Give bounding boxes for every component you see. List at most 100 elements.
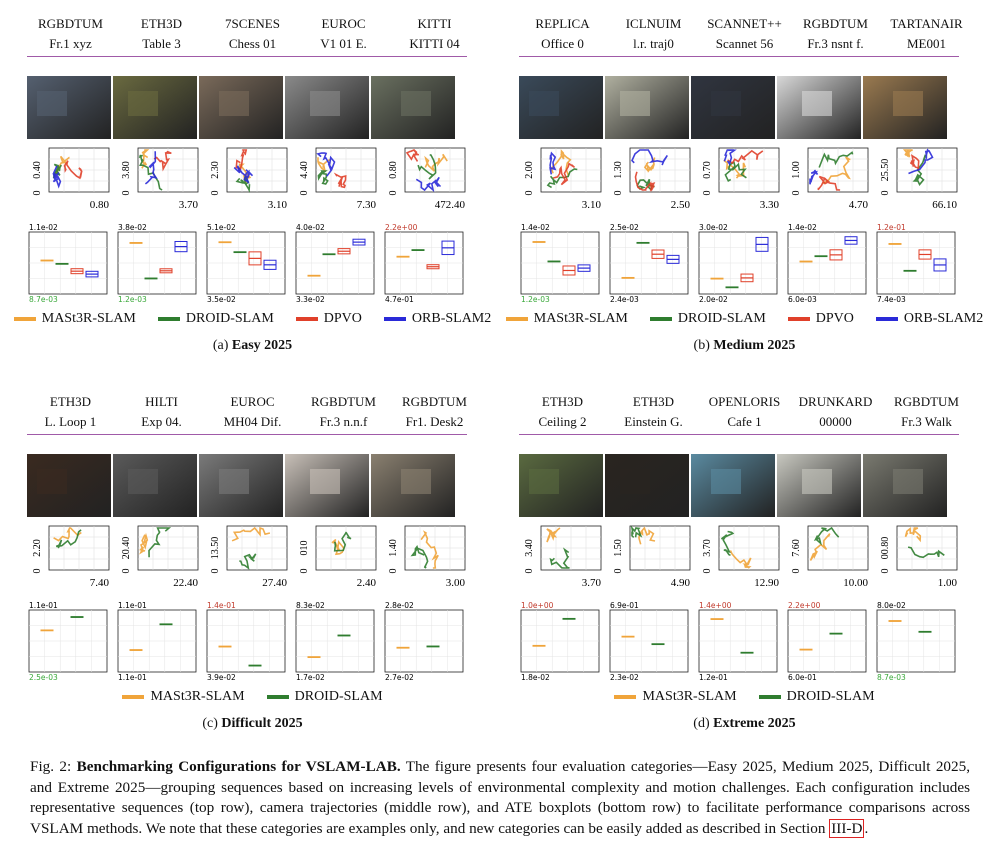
trajectory-line: [727, 149, 764, 165]
sequence-name: 00000: [819, 414, 852, 429]
y-axis-max-label: 00.80: [880, 537, 891, 560]
y-axis-max-label: 1.00: [791, 161, 802, 179]
subfigure-title: Extreme 2025: [713, 716, 796, 731]
trajectory-plot: 3.80 0 3.70: [121, 147, 199, 211]
x-axis-max-label: 10.00: [843, 577, 868, 589]
trajectory-plot: 1.50 0 4.90: [613, 525, 691, 589]
trajectory-line: [144, 151, 158, 185]
trajectory-line: [317, 157, 331, 173]
section-reference-link[interactable]: III-D: [829, 818, 865, 838]
sequence-thumbnail: [777, 76, 861, 139]
subfigure-prefix: (d): [693, 716, 710, 731]
trajectory-line: [729, 550, 752, 569]
boxplot-max-label: 1.1e-01: [29, 601, 58, 610]
boxplot-max-label: 2.2e+00: [788, 601, 821, 610]
trajectory-plot: 3.70 0 12.90: [702, 525, 780, 589]
sequence-thumbnails: [27, 454, 480, 517]
trajectory-plot: 1.40 0 3.00: [388, 525, 466, 589]
trajectory-line: [909, 154, 920, 171]
y-axis-max-label: 1.50: [613, 539, 624, 557]
legend-item: DPVO: [787, 311, 854, 327]
dataset-name: ICLNUIM: [625, 16, 682, 31]
sequence-name: Exp 04.: [141, 414, 182, 429]
sequence-name: Scannet 56: [715, 36, 774, 51]
y-axis-zero-label: 0: [299, 569, 310, 574]
sequence-thumbnail: [199, 76, 283, 139]
legend-item: DROID-SLAM: [649, 311, 766, 327]
trajectory-line: [553, 162, 576, 186]
y-axis-max-label: 2.20: [32, 539, 43, 557]
header-rule: [27, 56, 467, 57]
y-axis-zero-label: 0: [613, 191, 624, 196]
boxplot-max-label: 1.0e+00: [521, 601, 554, 610]
trajectory-line: [630, 525, 643, 538]
x-axis-max-label: 472.40: [435, 199, 466, 211]
sequence-thumbnail: [605, 454, 689, 517]
sequence-thumbnails: [519, 76, 972, 139]
legend-item: MASt3R-SLAM: [122, 689, 245, 705]
y-axis-zero-label: 0: [524, 191, 535, 196]
ate-boxplot: 2.2e+00 6.0e-01: [787, 601, 867, 682]
sequence-thumbnail: [113, 76, 197, 139]
subfigure-title: Difficult 2025: [221, 716, 303, 731]
y-axis-max-label: 7.60: [791, 539, 802, 557]
legend-item: MASt3R-SLAM: [505, 311, 628, 327]
y-axis-zero-label: 0: [388, 569, 399, 574]
trajectory-plot: 25.50 0 66.10: [880, 147, 958, 211]
subfigure-prefix: (a): [212, 338, 229, 353]
sequence-name: KITTI 04: [409, 36, 460, 51]
trajectory-line: [63, 160, 83, 180]
legend-label: DROID-SLAM: [786, 689, 875, 704]
y-axis-max-label: 13.50: [210, 537, 221, 560]
trajectory-line: [415, 176, 442, 193]
sequence-name: Fr1. Desk2: [405, 414, 464, 429]
trajectory-line: [331, 538, 345, 556]
dataset-header-row: ETH3D HILTI EUROC RGBDTUM RGBDTUM: [25, 392, 480, 412]
panel-difficult: ETH3D HILTI EUROC RGBDTUM RGBDTUM L. Loop 1 Ex…: [25, 392, 480, 732]
trajectory-line: [138, 154, 163, 191]
ate-boxplot: 2.2e+00 4.7e-01: [384, 223, 464, 304]
x-axis-max-label: 12.90: [754, 577, 779, 589]
legend-swatch: [758, 695, 781, 699]
header-rule: [27, 434, 467, 435]
sequence-name: Office 0: [541, 36, 584, 51]
dataset-name: DRUNKARD: [798, 394, 873, 409]
sequence-thumbnail: [519, 454, 603, 517]
x-axis-max-label: 1.00: [938, 577, 958, 589]
sequence-thumbnail: [27, 76, 111, 139]
legend-label: MASt3R-SLAM: [150, 689, 245, 704]
x-axis-max-label: 4.90: [671, 577, 691, 589]
sequence-header-row: Ceiling 2 Einstein G. Cafe 1 00000 Fr.3 Walk: [517, 412, 972, 432]
boxplot-min-label: 1.1e-01: [118, 673, 147, 682]
dataset-name: RGBDTUM: [37, 16, 103, 31]
boxplot-min-label: 1.2e-01: [699, 673, 728, 682]
trajectory-plot: 0.40 0 0.80: [32, 147, 110, 211]
x-axis-max-label: 3.70: [582, 577, 602, 589]
boxplot-min-label: 1.2e-03: [118, 295, 147, 304]
trajectory-line: [410, 544, 429, 569]
method-legend: MASt3R-SLAM DROID-SLAM: [517, 689, 972, 705]
trajectory-line: [316, 152, 336, 177]
trajectory-line: [235, 174, 251, 193]
trajectory-line: [546, 527, 561, 543]
y-axis-zero-label: 0: [32, 191, 43, 196]
trajectory-plots: 2.20 0 7.40 20.40 0 22.40 13.50 0 27.40 010 0 2.40 1…: [27, 524, 480, 590]
dataset-name: EUROC: [321, 16, 366, 31]
y-axis-max-label: 25.50: [880, 159, 891, 182]
boxplot-min-label: 2.3e-02: [610, 673, 639, 682]
trajectory-plot: 4.40 0 7.30: [299, 147, 377, 211]
y-axis-max-label: 3.80: [121, 161, 132, 179]
trajectory-line: [631, 149, 668, 166]
sequence-header-row: L. Loop 1 Exp 04. MH04 Dif. Fr.3 n.n.f Fr1. …: [25, 412, 480, 432]
subfigure-label: (c) Difficult 2025: [25, 716, 480, 732]
panel-medium: REPLICA ICLNUIM SCANNET++ RGBDTUM TARTANAIR O…: [505, 14, 983, 354]
y-axis-zero-label: 0: [210, 569, 221, 574]
legend-label: DPVO: [815, 311, 854, 326]
trajectory-line: [549, 547, 570, 569]
y-axis-zero-label: 0: [32, 569, 43, 574]
boxplot-min-label: 3.3e-02: [296, 295, 325, 304]
header-rule: [519, 56, 959, 57]
trajectory-plot: 0.70 0 3.30: [702, 147, 780, 211]
y-axis-zero-label: 0: [702, 191, 713, 196]
boxplot-min-label: 2.5e-03: [29, 673, 58, 682]
